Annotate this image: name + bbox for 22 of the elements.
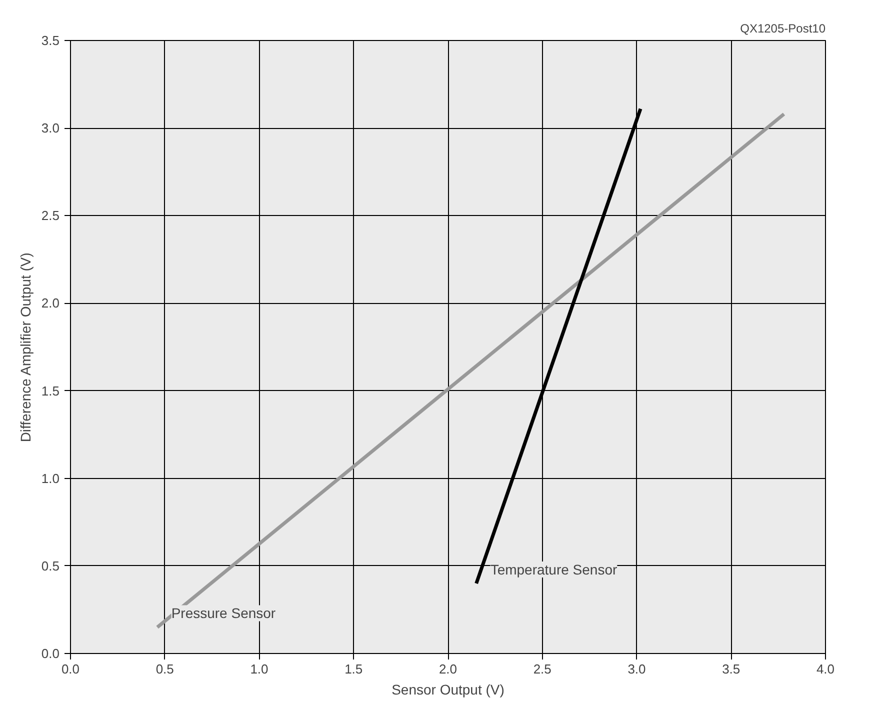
- x-axis-title: Sensor Output (V): [392, 682, 504, 698]
- y-tick-label: 2.0: [41, 296, 60, 311]
- y-axis-title: Difference Amplifier Output (V): [17, 252, 34, 442]
- y-tick-label: 1.5: [41, 383, 60, 398]
- x-tick-label: 1.0: [250, 662, 268, 676]
- x-tick-label: 1.5: [344, 662, 363, 676]
- x-tick-label: 4.0: [816, 662, 835, 676]
- x-tick-label: 3.0: [628, 662, 646, 676]
- y-tick-label: 3.5: [41, 33, 60, 48]
- x-tick-label: 0.5: [156, 662, 174, 676]
- y-tick-label: 0.5: [41, 558, 60, 574]
- x-tick-label: 0.0: [61, 662, 80, 676]
- x-tick-label: 3.5: [722, 662, 740, 676]
- y-tick-label: 0.0: [41, 646, 60, 661]
- series-label: Temperature Sensor: [490, 561, 618, 578]
- x-tick-label: 2.0: [438, 662, 458, 676]
- x-tick-label: 2.5: [533, 662, 552, 676]
- y-tick-label: 2.5: [41, 208, 60, 224]
- series-label: Pressure Sensor: [171, 605, 276, 622]
- y-tick-label: 1.0: [41, 470, 60, 486]
- text: QX1205-Post10: [740, 22, 826, 36]
- y-tick-label: 3.0: [41, 120, 60, 136]
